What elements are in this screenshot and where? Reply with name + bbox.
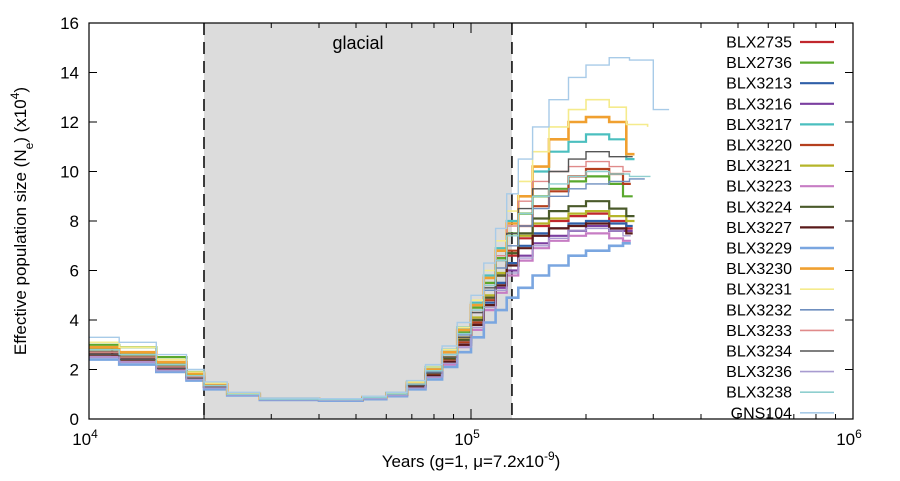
legend-label-blx3230: BLX3230	[726, 261, 792, 278]
glacial-shading	[203, 23, 512, 419]
series-line-gns104	[89, 57, 670, 400]
legend-label-blx3216: BLX3216	[726, 96, 792, 113]
legend-label-blx2736: BLX2736	[726, 55, 792, 72]
y-tick-label: 6	[70, 262, 79, 281]
axis-layer: 0 2 4 6 8 10 12 14 16 104 105 106 Years (g=1, μ=7.2x…	[8, 14, 862, 471]
legend-label-blx3220: BLX3220	[726, 138, 792, 155]
y-tick-label: 14	[60, 64, 79, 83]
legend-label-blx3213: BLX3213	[726, 76, 792, 93]
legend-label-gns104: GNS104	[731, 405, 792, 422]
y-tick-label: 2	[70, 361, 79, 380]
legend: BLX2735 BLX2736 BLX3213 BLX3216 BLX3217 BLX32…	[726, 35, 834, 422]
series-layer	[89, 57, 670, 402]
legend-label-blx3231: BLX3231	[726, 282, 792, 299]
y-tick-label: 0	[70, 410, 79, 429]
glacial-label: glacial	[332, 33, 383, 53]
legend-label-blx3232: BLX3232	[726, 302, 792, 319]
series-line-blx3238	[89, 170, 651, 401]
y-tick-label: 4	[70, 311, 79, 330]
x-tick-label: 104	[72, 427, 98, 449]
y-tick-label: 12	[60, 113, 79, 132]
legend-label-blx3227: BLX3227	[726, 220, 792, 237]
legend-label-blx3236: BLX3236	[726, 364, 792, 381]
series-line-blx3230	[89, 115, 635, 401]
y-tick-label: 16	[60, 14, 79, 33]
legend-label-blx3221: BLX3221	[726, 158, 792, 175]
series-line-blx3236	[89, 227, 631, 402]
legend-label-blx3238: BLX3238	[726, 385, 792, 402]
legend-label-blx3217: BLX3217	[726, 117, 792, 134]
x-tick-label: 105	[454, 427, 480, 449]
legend-label-blx3229: BLX3229	[726, 241, 792, 258]
legend-label-blx3224: BLX3224	[726, 199, 792, 216]
x-axis-title: Years (g=1, μ=7.2x10-9)	[382, 449, 561, 471]
legend-label-blx3223: BLX3223	[726, 179, 792, 196]
legend-label-blx3234: BLX3234	[726, 344, 792, 361]
y-tick-label: 10	[60, 163, 79, 182]
series-line-blx3229	[89, 242, 631, 402]
y-tick-label: 8	[70, 212, 79, 231]
legend-label-blx2735: BLX2735	[726, 35, 792, 52]
x-tick-label: 106	[836, 427, 862, 449]
glacial-region-layer: glacial	[203, 23, 513, 419]
legend-label-blx3233: BLX3233	[726, 323, 792, 340]
y-axis-title: Effective population size (Ne) (x104)	[8, 87, 36, 355]
